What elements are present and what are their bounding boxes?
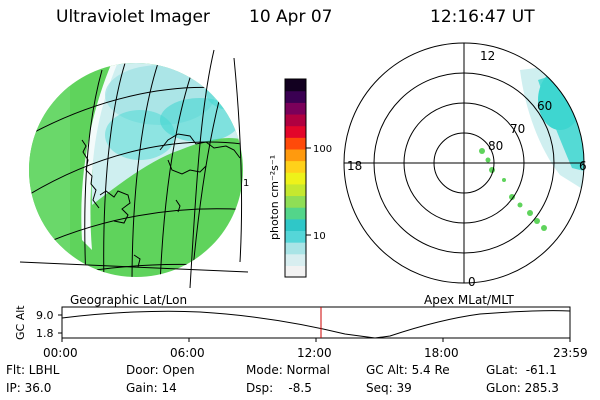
- mlt-label-0: 0: [468, 275, 476, 289]
- info-gain: Gain: 14: [126, 381, 177, 395]
- alt-ylabel: GC Alt: [14, 305, 27, 340]
- mlt-label-6: 6: [579, 159, 587, 173]
- alt-xtick-2: 12:00: [297, 346, 332, 360]
- mlat-label-70: 70: [510, 122, 525, 136]
- geo-marker-label: 1: [243, 178, 249, 189]
- info-flt: Flt: LBHL: [6, 363, 60, 377]
- colorbar-swatch: [285, 242, 306, 255]
- info-seq: Seq: 39: [366, 381, 412, 395]
- colorbar-swatch: [285, 148, 306, 162]
- geo-panel-caption: Geographic Lat/Lon: [70, 293, 188, 307]
- alt-xtick-4: 23:59: [553, 346, 588, 360]
- info-door: Door: Open: [126, 363, 195, 377]
- colorbar-swatch: [285, 137, 306, 150]
- colorbar-swatch: [285, 172, 306, 185]
- colorbar-swatch: [285, 79, 306, 92]
- colorbar-swatch: [285, 207, 306, 220]
- colorbar-swatch: [285, 265, 306, 278]
- alt-ytick-1-8: 1.8: [36, 327, 54, 340]
- colorbar-tick-10: 10: [313, 231, 326, 242]
- info-glat: GLat: -61.1: [486, 363, 557, 377]
- alt-xtick-1: 06:00: [170, 346, 205, 360]
- alt-ytick-9: 9.0: [36, 309, 54, 322]
- mlt-label-18: 18: [347, 159, 362, 173]
- info-mode: Mode: Normal: [246, 363, 330, 377]
- colorbar-swatch: [285, 230, 306, 243]
- info-glon: GLon: 285.3: [486, 381, 559, 395]
- polar-plot: 12 18 6 0 60 70 80: [343, 42, 587, 289]
- info-dsp: Dsp: -8.5: [246, 381, 312, 395]
- info-ip: IP: 36.0: [6, 381, 52, 395]
- info-gc-alt: GC Alt: 5.4 Re: [366, 363, 450, 377]
- colorbar-swatch: [285, 253, 306, 266]
- observation-time: 12:16:47 UT: [430, 7, 535, 27]
- alt-xtick-0: 00:00: [43, 346, 78, 360]
- colorbar-swatch: [285, 102, 306, 115]
- alt-xtick-3: 18:00: [424, 346, 459, 360]
- app-title: Ultraviolet Imager: [56, 7, 210, 27]
- colorbar-tick-100: 100: [313, 144, 332, 155]
- observation-date: 10 Apr 07: [249, 7, 333, 27]
- altitude-plot: 9.0 1.8 GC Alt 00:00 06:00 12:00 18:00 2…: [14, 305, 588, 360]
- colorbar-swatch: [285, 160, 306, 173]
- geo-image: [29, 63, 243, 277]
- mlat-label-80: 80: [488, 139, 503, 153]
- colorbar-swatch: [285, 113, 306, 127]
- polar-panel-caption: Apex MLat/MLT: [424, 293, 514, 307]
- colorbar-swatch: [285, 183, 306, 197]
- colorbar-unit-label: photon cm⁻²s⁻¹: [268, 155, 281, 240]
- colorbar-swatch: [285, 90, 306, 103]
- colorbar: 100 10 photon cm⁻²s⁻¹: [268, 78, 332, 278]
- mlt-label-12: 12: [480, 49, 495, 63]
- colorbar-swatch: [285, 218, 306, 232]
- mlat-label-60: 60: [537, 99, 552, 113]
- colorbar-swatch: [285, 195, 306, 208]
- colorbar-swatches: [285, 79, 306, 278]
- colorbar-swatch: [285, 125, 306, 138]
